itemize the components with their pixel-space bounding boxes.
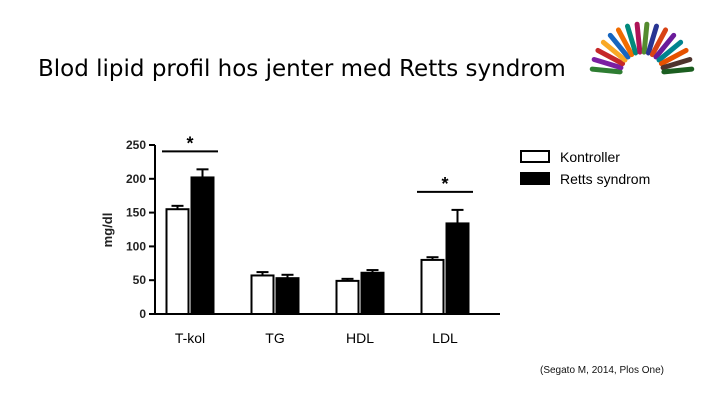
legend-swatch-retts: [520, 172, 550, 185]
y-tick-label: 250: [126, 138, 146, 152]
logo-stick: [661, 66, 695, 75]
significance-star: *: [441, 174, 448, 194]
x-tick-label: TG: [265, 330, 284, 346]
y-tick-label: 200: [126, 172, 146, 186]
legend-swatch-kontroller: [520, 150, 550, 163]
logo-stick: [591, 56, 624, 71]
x-tick-label: LDL: [432, 330, 458, 346]
bar-retts-t-kol: [190, 176, 215, 315]
logo-stick: [660, 56, 693, 71]
logo-stick: [649, 27, 669, 58]
bar-kontroller-t-kol: [165, 208, 190, 315]
logo-stick: [634, 21, 643, 55]
logo-stick: [658, 47, 689, 67]
logo-stick: [641, 21, 650, 55]
y-tick-label: 50: [133, 273, 147, 287]
slide-title: Blod lipid profil hos jenter med Retts s…: [38, 56, 566, 82]
citation: (Segato M, 2014, Plos One): [540, 365, 664, 376]
logo-stick: [624, 23, 639, 56]
logo-stick: [607, 32, 631, 60]
significance-star: *: [186, 133, 193, 153]
logo-stick: [645, 23, 660, 56]
x-tick-label: HDL: [346, 330, 374, 346]
bar-retts-ldl: [445, 222, 470, 315]
x-tick-label: T-kol: [175, 330, 205, 346]
logo-stick: [595, 47, 626, 67]
bar-kontroller-tg: [250, 274, 275, 315]
legend-label-kontroller: Kontroller: [560, 149, 620, 165]
rainbow-arc-logo: [589, 21, 695, 75]
y-tick-label: 150: [126, 206, 146, 220]
logo-stick: [656, 39, 684, 63]
logo-stick: [653, 32, 677, 60]
y-axis-label: mg/dl: [100, 213, 115, 248]
bar-retts-hdl: [360, 271, 385, 316]
legend-label-retts: Retts syndrom: [560, 171, 650, 187]
y-tick-label: 0: [139, 307, 146, 321]
bar-kontroller-hdl: [335, 279, 360, 316]
logo-stick: [600, 39, 628, 63]
bar-retts-tg: [275, 277, 300, 315]
logo-stick: [615, 27, 635, 58]
logo-stick: [589, 66, 623, 75]
y-tick-label: 100: [126, 239, 146, 253]
bar-kontroller-ldl: [420, 258, 445, 316]
